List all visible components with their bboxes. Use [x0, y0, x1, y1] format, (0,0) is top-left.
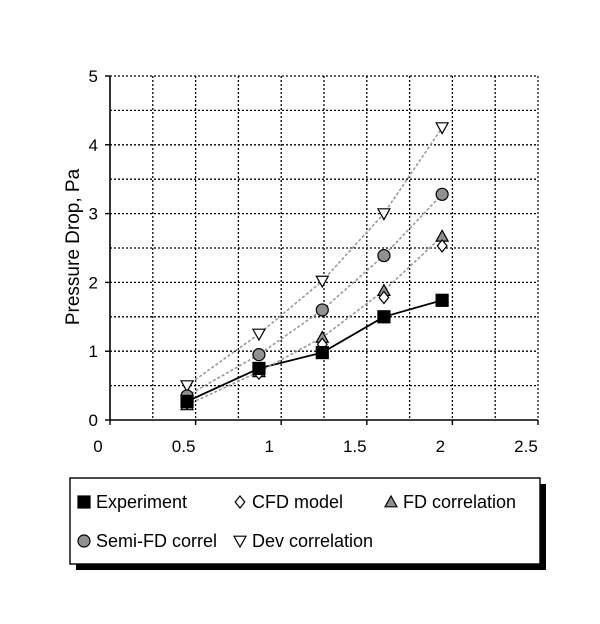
x-tick-label: 1: [264, 437, 273, 456]
legend-marker-fd-correlation: [383, 494, 399, 508]
series-line-semi-fd-correl: [186, 193, 443, 397]
legend-label-cfd-model: CFD model: [252, 492, 343, 512]
data-point-dev-correlation: [376, 208, 391, 221]
series-line-fd-correlation: [186, 235, 443, 406]
y-tick-label: 4: [89, 136, 98, 155]
data-points: [180, 122, 450, 411]
legend-label-experiment: Experiment: [96, 492, 187, 512]
data-point-experiment: [180, 394, 194, 409]
data-point-experiment: [377, 310, 391, 324]
data-point-cfd-model: [436, 238, 448, 253]
data-point-semi-fd-correl: [315, 303, 329, 317]
x-tick-labels: 0 0.5 1 1.5 2 2.5: [93, 420, 539, 456]
data-point-semi-fd-correl: [435, 187, 449, 201]
legend-marker-cfd-model: [234, 495, 246, 509]
y-tick-label: 1: [89, 342, 98, 361]
legend-box: [69, 477, 541, 565]
x-tick-label: 0.5: [172, 437, 196, 456]
data-point-semi-fd-correl: [377, 248, 391, 263]
y-axis-label: Pressure Drop, Pa: [63, 168, 84, 325]
y-tick-label: 0: [89, 411, 98, 430]
legend-marker-experiment: [77, 495, 91, 509]
x-tick-label: 2.5: [514, 437, 538, 456]
legend: Experiment CFD model FD correlation Semi-FD…: [69, 477, 546, 570]
series-line-dev-correlation: [186, 127, 443, 387]
x-tick-label: 1.5: [343, 437, 367, 456]
y-tick-label: 3: [89, 205, 98, 224]
data-point-dev-correlation: [315, 275, 330, 289]
y-tick-label: 2: [89, 273, 98, 292]
data-point-experiment: [435, 293, 449, 307]
data-point-dev-correlation: [251, 328, 266, 342]
y-tick-labels: 0 1 2 3 4 5: [89, 67, 110, 430]
y-tick-label: 5: [89, 67, 98, 86]
grid-lines: [110, 76, 538, 420]
legend-marker-semi-fd-correl: [77, 534, 91, 548]
x-tick-label: 2: [436, 437, 445, 456]
data-point-semi-fd-correl: [252, 348, 266, 362]
legend-label-dev-correlation: Dev correlation: [252, 531, 373, 551]
data-point-experiment: [315, 345, 329, 360]
axes: [109, 75, 539, 421]
data-point-dev-correlation: [435, 122, 450, 135]
x-tick-label: 0: [93, 437, 102, 456]
legend-label-fd-correlation: FD correlation: [403, 492, 516, 512]
data-point-dev-correlation: [180, 380, 195, 393]
series-lines: [186, 127, 443, 406]
data-point-cfd-model: [378, 290, 390, 305]
legend-marker-dev-correlation: [232, 535, 248, 549]
data-point-experiment: [252, 361, 266, 375]
legend-label-semi-fd-correl: Semi-FD correl: [96, 531, 217, 551]
